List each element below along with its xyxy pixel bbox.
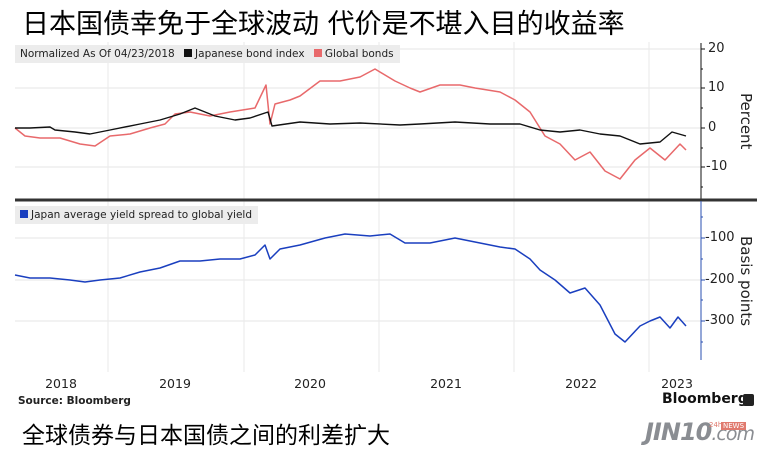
- year-2018: 2018: [45, 376, 77, 391]
- legend-japanese-bond-index: Japanese bond index: [195, 48, 305, 60]
- legend-swatch-spread: [20, 210, 28, 218]
- top-gridlines: [15, 48, 700, 168]
- top-tick-minus-10: -10: [706, 159, 728, 174]
- legend-normalized-label: Normalized As Of 04/23/2018: [20, 48, 175, 60]
- top-tick-20: 20: [708, 41, 725, 56]
- legend-yield-spread: Japan average yield spread to global yie…: [31, 209, 252, 221]
- legend-swatch-japanese-bond: [184, 49, 193, 57]
- year-2019: 2019: [159, 376, 191, 391]
- series-global-bonds: [14, 68, 687, 180]
- series-yield-spread: [14, 233, 687, 343]
- top-tick-10: 10: [708, 80, 725, 95]
- bloomberg-logo: Bloomberg: [662, 391, 748, 407]
- series-japanese-bond-index: [15, 107, 687, 145]
- bottom-axis-ticks: [701, 216, 705, 343]
- jin10-text: JIN10: [645, 418, 712, 446]
- bottom-axis-title: Basis points: [737, 236, 755, 327]
- bloomberg-chart-icon: [743, 394, 754, 406]
- top-legend: Normalized As Of 04/23/2018 Japanese bon…: [15, 45, 400, 63]
- year-2021: 2021: [430, 376, 462, 391]
- bottom-legend: Japan average yield spread to global yie…: [15, 206, 258, 224]
- bottom-tick-300: -300: [705, 313, 735, 328]
- bottom-gridlines: [15, 237, 700, 322]
- top-axis-ticks: [701, 48, 705, 188]
- source-label: Source: Bloomberg: [18, 395, 131, 407]
- jin10-news-badge: NEWS: [721, 422, 747, 430]
- legend-global-bonds: Global bonds: [324, 48, 394, 60]
- top-tick-0: 0: [708, 120, 717, 135]
- year-2023: 2023: [661, 376, 693, 391]
- caption: 全球债券与日本国债之间的利差扩大: [22, 423, 390, 449]
- year-2020: 2020: [294, 376, 326, 391]
- vertical-gridlines: [107, 42, 650, 372]
- year-2022: 2022: [565, 376, 597, 391]
- bottom-tick-100: -100: [705, 230, 735, 245]
- bottom-tick-200: -200: [705, 272, 735, 287]
- jin10-24h-label: 24h: [709, 421, 723, 429]
- legend-swatch-global-bonds: [313, 49, 322, 57]
- top-axis-title: Percent: [737, 93, 755, 150]
- chart-title: 日本国债幸免于全球波动 代价是不堪入目的收益率: [22, 9, 625, 40]
